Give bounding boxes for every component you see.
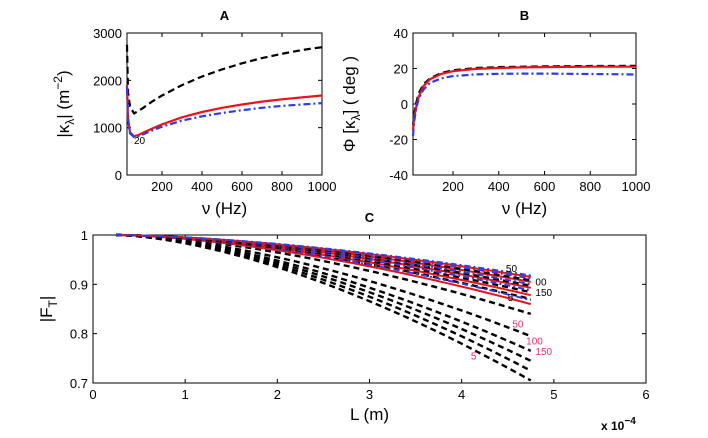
y-label-part: |κ — [54, 124, 73, 137]
x-tick-label: 2 — [274, 387, 281, 402]
y-label-part: | — [37, 296, 56, 300]
series-line-c-5 — [115, 233, 532, 316]
x-axis-label-b: ν (Hz) — [502, 199, 547, 218]
series-line-black-dashed — [125, 44, 323, 115]
y-tick-label: 3000 — [93, 26, 122, 41]
curve-annotation: 100 — [526, 337, 543, 348]
y-tick-label: 20 — [394, 62, 408, 77]
y-tick-label: 1000 — [93, 121, 122, 136]
x-tick-label: 200 — [151, 179, 173, 194]
y-tick-label: 0.8 — [70, 327, 88, 342]
x-tick-label: 4 — [458, 387, 465, 402]
curve-annotation: 150 — [535, 347, 552, 358]
y-label-part: λ — [63, 119, 77, 125]
y-axis-label-a: |κλ| (m−2) — [51, 70, 77, 137]
series-line-c-3 — [115, 233, 532, 352]
series-line-c-4 — [115, 233, 532, 338]
multiplier-base: x 10 — [601, 419, 625, 433]
curve-annotation: 20 — [134, 136, 146, 147]
x-tick-label: 800 — [271, 179, 293, 194]
x-axis-label-a: ν (Hz) — [202, 199, 247, 218]
y-axis-label-c: |FT| — [37, 296, 60, 323]
y-label-part: | (m — [54, 90, 73, 119]
curve-annotation: 150 — [535, 288, 552, 299]
curve-annotation: 50 — [512, 319, 524, 330]
x-tick-label: 400 — [191, 179, 213, 194]
x-tick-label: 1000 — [622, 179, 651, 194]
y-tick-label: 0 — [401, 97, 408, 112]
panel-title-b: B — [520, 8, 529, 23]
x-tick-label: 0 — [89, 387, 96, 402]
series-line-c-18 — [115, 234, 531, 278]
x-tick-label: 1000 — [308, 179, 337, 194]
y-label-part: ) — [54, 70, 73, 76]
x-tick-label: 600 — [231, 179, 253, 194]
y-tick-label: 0.7 — [70, 376, 88, 391]
y-label-part: Φ [κ — [340, 120, 359, 152]
x-tick-label: 6 — [642, 387, 649, 402]
y-tick-label: 1 — [81, 228, 88, 243]
y-label-part: −2 — [51, 76, 65, 90]
series-line-c-1 — [115, 233, 532, 372]
y-tick-label: -20 — [389, 133, 408, 148]
x-tick-label: 1 — [182, 387, 189, 402]
panel-b: 200 400 600 800 1000 -40 -20 0 20 40 Bν (Hz) Φ [κλ]… — [340, 8, 650, 218]
curve-annotation: 5 — [508, 293, 514, 304]
y-tick-label: 0.9 — [70, 277, 88, 292]
series-line-c-2 — [115, 233, 532, 362]
panel-title-c: C — [365, 210, 375, 225]
panel-title-a: A — [220, 8, 230, 23]
y-label-part: ] ( deg ) — [340, 56, 359, 115]
x-axis-label-c: L (m) — [350, 405, 389, 424]
x-tick-label: 200 — [442, 179, 464, 194]
y-label-part: |F — [37, 307, 56, 322]
series-line-c-0 — [115, 233, 532, 382]
y-label-part: λ — [349, 115, 363, 121]
y-axis-label-b: Φ [κλ] ( deg ) — [340, 56, 363, 152]
x-tick-label: 3 — [366, 387, 373, 402]
series-line-blue-dashdot — [411, 72, 637, 136]
curve-annotation: 50 — [506, 264, 518, 275]
x-tick-label: 800 — [579, 179, 601, 194]
y-label-part: T — [46, 299, 60, 307]
y-tick-label: 0 — [115, 168, 122, 183]
y-tick-label: 40 — [394, 26, 408, 41]
panel-a: 200 400 600 800 1000 0 1000 2000 3000 A 20 ν (Hz) |κ… — [51, 8, 336, 218]
x-tick-label: 600 — [534, 179, 556, 194]
x-tick-label: 400 — [488, 179, 510, 194]
x-axis-multiplier: x 10−4 — [601, 416, 636, 433]
y-tick-label: 2000 — [93, 73, 122, 88]
y-tick-label: -40 — [389, 168, 408, 183]
x-tick-label: 5 — [550, 387, 557, 402]
curve-annotation: 5 — [471, 351, 477, 362]
multiplier-exponent: −4 — [624, 416, 636, 427]
curve-annotation: 00 — [535, 277, 547, 288]
series-line-blue-dashdot — [125, 87, 323, 139]
